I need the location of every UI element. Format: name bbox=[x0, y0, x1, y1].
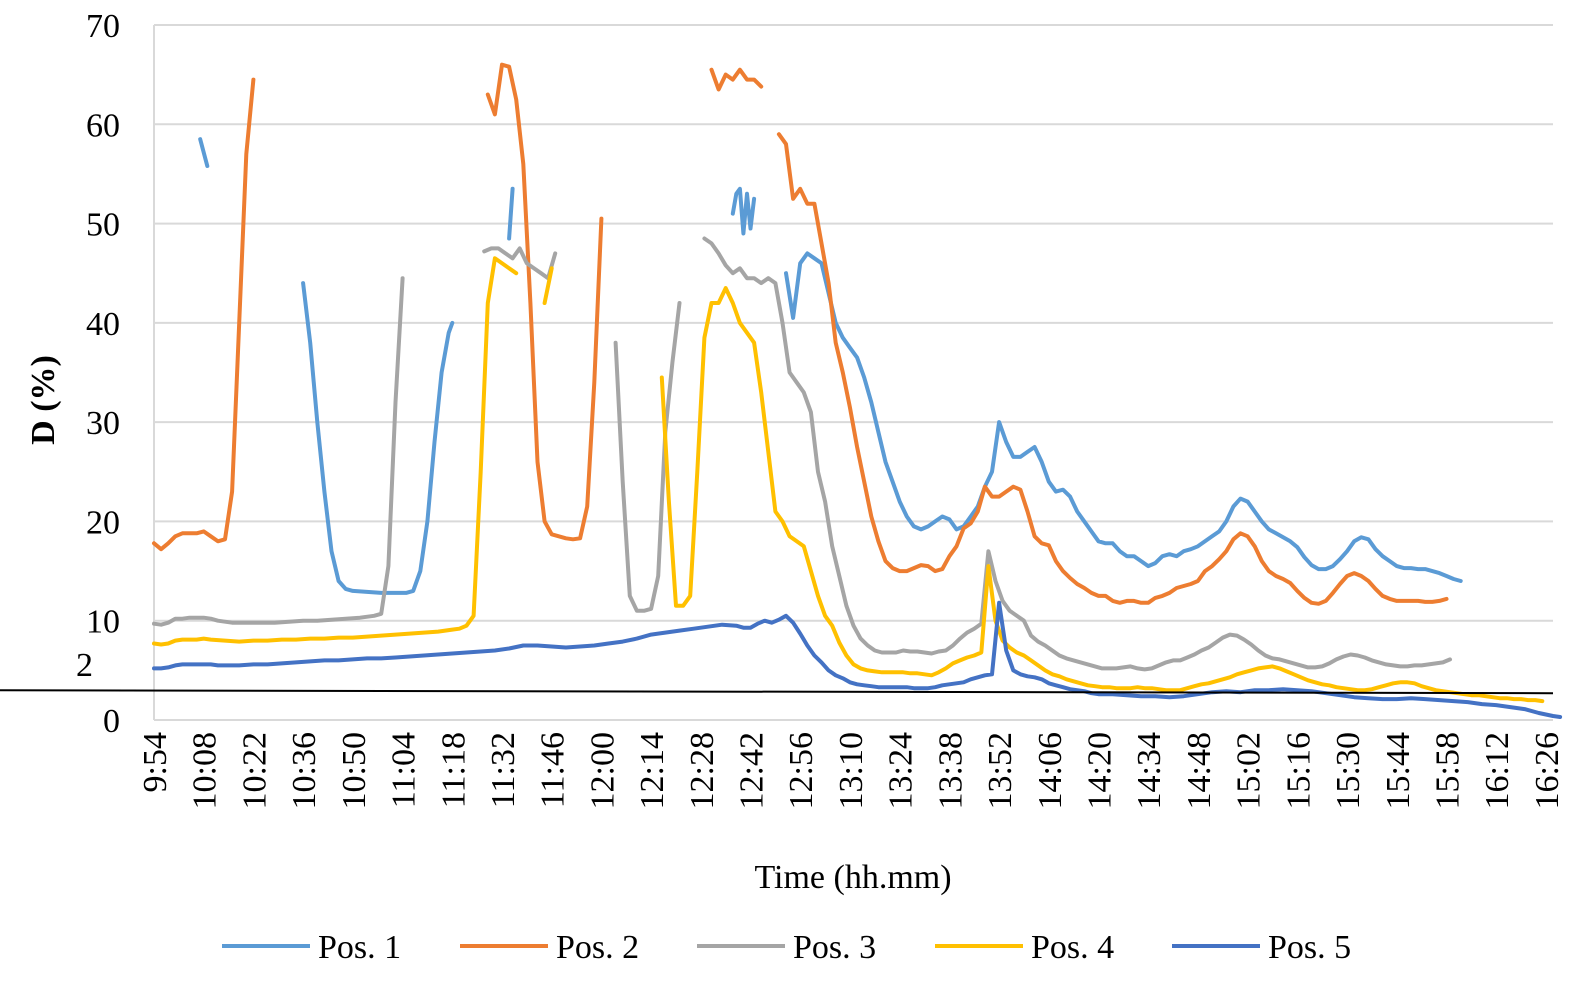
x-tick-label: 14:20 bbox=[1082, 732, 1119, 809]
x-tick-label: 12:42 bbox=[734, 732, 771, 809]
legend-label: Pos. 5 bbox=[1268, 929, 1351, 966]
x-tick-label: 10:08 bbox=[187, 732, 224, 809]
y-tick-label: 40 bbox=[86, 306, 120, 343]
series-line bbox=[784, 251, 1463, 583]
x-tick-label: 14:48 bbox=[1181, 732, 1218, 809]
x-tick-label: 12:00 bbox=[584, 732, 621, 809]
x-tick-label: 15:30 bbox=[1330, 732, 1367, 809]
series-line bbox=[485, 62, 604, 542]
x-tick-label: 13:24 bbox=[883, 732, 920, 809]
series-2 bbox=[152, 62, 1449, 606]
legend-label: Pos. 1 bbox=[318, 929, 401, 966]
series-line bbox=[709, 67, 764, 92]
legend-label: Pos. 2 bbox=[556, 929, 639, 966]
series-line bbox=[152, 276, 405, 627]
series-line bbox=[659, 286, 1545, 704]
legend: Pos. 1 Pos. 2 Pos. 3 Pos. 4 Pos. 5 bbox=[222, 929, 1351, 966]
series-line bbox=[702, 236, 1452, 672]
legend-label: Pos. 3 bbox=[793, 929, 876, 966]
x-tick-label: 9:54 bbox=[137, 732, 174, 792]
x-tick-label: 10:50 bbox=[336, 732, 373, 809]
x-tick-label: 11:04 bbox=[386, 732, 423, 808]
x-tick-label: 16:26 bbox=[1529, 732, 1566, 809]
series-line bbox=[730, 186, 757, 236]
x-tick-label: 10:36 bbox=[286, 732, 323, 809]
x-tick-label: 14:34 bbox=[1131, 732, 1168, 809]
x-tick-label: 16:12 bbox=[1479, 732, 1516, 809]
series-line bbox=[198, 137, 210, 168]
series-line bbox=[482, 246, 558, 281]
series-line bbox=[542, 266, 554, 305]
series-line bbox=[613, 301, 682, 613]
y-tick-label: 50 bbox=[86, 207, 120, 244]
x-tick-label: 12:56 bbox=[783, 732, 820, 809]
x-tick-label: 15:58 bbox=[1429, 732, 1466, 809]
x-tick-label: 13:38 bbox=[932, 732, 969, 809]
x-tick-label: 15:44 bbox=[1380, 732, 1417, 809]
x-tick-label: 12:14 bbox=[634, 732, 671, 809]
series-line bbox=[776, 132, 1449, 606]
x-tick-label: 12:28 bbox=[684, 732, 721, 809]
y-tick-label: 70 bbox=[86, 8, 120, 45]
series-layer bbox=[152, 62, 1563, 719]
x-tick-label: 10:22 bbox=[236, 732, 273, 809]
x-axis-title: Time (hh.mm) bbox=[754, 859, 951, 896]
series-4 bbox=[152, 256, 1545, 704]
legend-label: Pos. 4 bbox=[1031, 929, 1114, 966]
series-line bbox=[152, 77, 256, 552]
x-tick-label: 15:16 bbox=[1280, 732, 1317, 809]
x-tick-label: 11:32 bbox=[485, 732, 522, 808]
y-axis-title: D (%) bbox=[25, 355, 62, 445]
x-tick-labels: 9:54 10:08 10:22 10:36 10:50 11:04 11:18 11:32 1… bbox=[137, 732, 1566, 809]
x-tick-label: 11:18 bbox=[435, 732, 472, 808]
x-tick-label: 15:02 bbox=[1231, 732, 1268, 809]
series-3 bbox=[152, 236, 1452, 672]
x-tick-label: 13:10 bbox=[833, 732, 870, 809]
x-tick-label: 14:06 bbox=[1032, 732, 1069, 809]
y-tick-label: 30 bbox=[86, 405, 120, 442]
x-tick-label: 13:52 bbox=[982, 732, 1019, 809]
series-5 bbox=[152, 600, 1563, 719]
reference-line bbox=[0, 689, 1554, 695]
y-tick-label: 60 bbox=[86, 107, 120, 144]
series-line bbox=[152, 600, 1563, 719]
y-tick-label: 20 bbox=[86, 504, 120, 541]
reference-line-label: 2 bbox=[76, 647, 93, 684]
x-tick-label: 11:46 bbox=[535, 732, 572, 808]
y-tick-label: 10 bbox=[86, 604, 120, 641]
y-tick-labels: 0 10 20 30 40 50 60 70 bbox=[86, 8, 120, 740]
series-line bbox=[152, 256, 519, 647]
y-tick-label: 0 bbox=[103, 703, 120, 740]
series-line bbox=[301, 281, 455, 595]
series-1 bbox=[198, 137, 1463, 595]
series-line bbox=[507, 186, 515, 241]
gridlines bbox=[154, 24, 1553, 622]
reference-line-group: 2 bbox=[0, 647, 1554, 695]
